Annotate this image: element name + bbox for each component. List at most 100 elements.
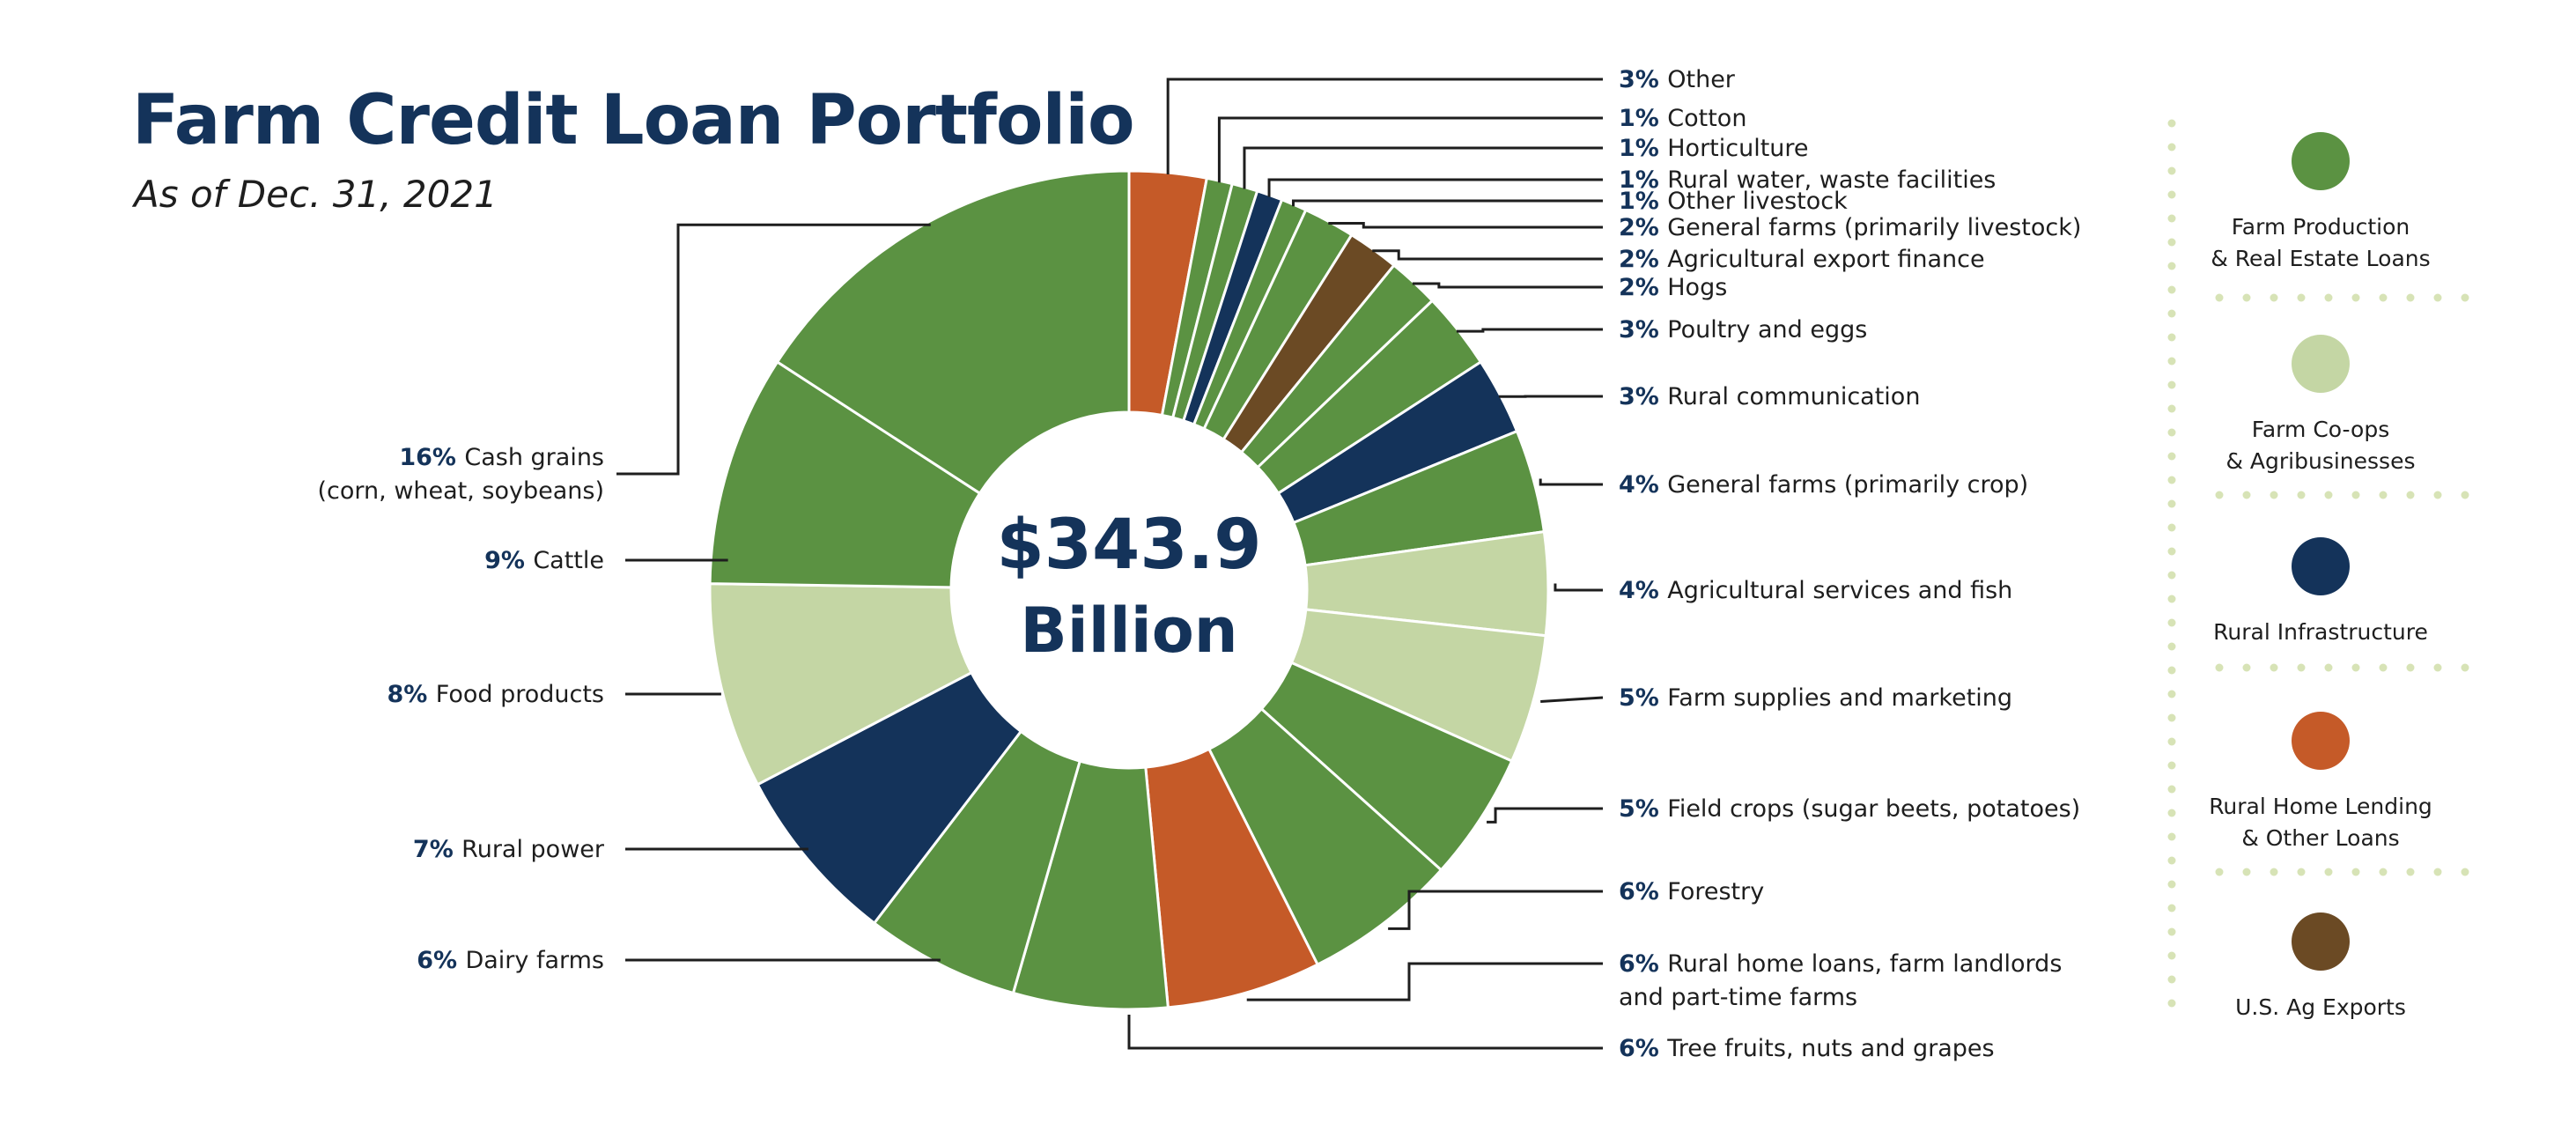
data-label-percent: 3% (1619, 383, 1667, 410)
chart-subtitle: As of Dec. 31, 2021 (134, 173, 498, 216)
leader-line (1127, 1015, 1603, 1050)
center-total-amount: $343.9 (997, 506, 1262, 585)
data-label: 1% Rural water, waste facilities (1619, 166, 1996, 194)
legend-label: U.S. Ag Exports (2235, 994, 2406, 1020)
data-label-text: Farm supplies and marketing (1667, 684, 2012, 712)
data-label: 1% Horticulture (1619, 135, 1809, 162)
data-label-percent: 16% (399, 444, 464, 471)
data-label: 5% Farm supplies and marketing (1619, 684, 2012, 712)
data-label-text: Horticulture (1667, 135, 1808, 162)
legend-swatch (2292, 912, 2350, 971)
data-label-text: Hogs (1667, 274, 1727, 301)
data-label-text: Rural home loans, farm landlords (1667, 950, 2062, 978)
data-label-percent: 2% (1619, 214, 1667, 241)
data-label-text: Food products (436, 681, 604, 708)
legend-item: Rural Home Lending & Other Loans (2166, 712, 2475, 854)
data-label: 2% Hogs (1619, 274, 1727, 301)
data-label: 2% General farms (primarily livestock) (1619, 214, 2081, 241)
legend-item: Rural Infrastructure (2166, 537, 2475, 648)
chart-title: Farm Credit Loan Portfolio (132, 81, 1135, 160)
leader-line (616, 223, 931, 476)
leader-line (1540, 696, 1604, 703)
legend-label: Rural Infrastructure (2213, 619, 2428, 645)
data-label-percent: 1% (1619, 166, 1667, 194)
data-label-percent: 1% (1619, 188, 1667, 215)
data-label-percent: 5% (1619, 684, 1667, 712)
legend-swatch (2292, 132, 2350, 190)
leader-line (1456, 328, 1603, 333)
data-label-text: Rural power (461, 836, 605, 863)
slice-cattle (708, 359, 982, 589)
data-label-text: Cattle (533, 547, 604, 574)
leader-line (1328, 221, 1603, 229)
leader-line (1412, 282, 1603, 289)
slice-cash-grains (775, 169, 1131, 496)
data-label-percent: 6% (1619, 1035, 1667, 1062)
data-label-text: and part-time farms (1619, 984, 1857, 1011)
legend-label: Farm Production & Real Estate Loans (2211, 214, 2431, 271)
leader-line (1487, 807, 1603, 824)
data-label: 6% Tree fruits, nuts and grapes (1619, 1035, 1995, 1062)
data-label: 7% Rural power (413, 836, 605, 863)
data-label-text: General farms (primarily crop) (1667, 471, 2028, 499)
data-label-text: (corn, wheat, soybeans) (318, 477, 604, 505)
data-label: 1% Other livestock (1619, 188, 1848, 215)
leader-line (1267, 178, 1603, 197)
leader-line (1539, 478, 1603, 486)
data-label: 4% Agricultural services and fish (1619, 577, 2012, 604)
legend-item: U.S. Ag Exports (2166, 912, 2475, 1023)
data-label-text: Other (1667, 66, 1736, 93)
legend-swatch (2292, 712, 2350, 770)
data-label: 1% Cotton (1619, 105, 1746, 132)
leader-line (1291, 199, 1603, 207)
data-label: 5% Field crops (sugar beets, potatoes) (1619, 795, 2080, 823)
leader-line (1243, 146, 1603, 189)
leader-line (1166, 78, 1603, 175)
data-label-percent: 9% (484, 547, 533, 574)
data-label-percent: 4% (1619, 471, 1667, 499)
data-label-text: Cash grains (464, 444, 604, 471)
data-label: 6% Forestry (1619, 878, 1764, 905)
data-label: 3% Poultry and eggs (1619, 316, 1867, 344)
data-label: 3% Rural communication (1619, 383, 1920, 410)
leader-line (1246, 962, 1603, 1001)
data-label-text: Field crops (sugar beets, potatoes) (1667, 795, 2080, 823)
data-label-text: Agricultural services and fish (1667, 577, 2012, 604)
data-label-percent: 8% (388, 681, 436, 708)
data-label: 6% Rural home loans, farm landlords and p… (1619, 950, 2062, 1011)
slice-food-products (708, 582, 974, 787)
data-label: 16% Cash grains (corn, wheat, soybeans) (318, 444, 604, 505)
data-label: 4% General farms (primarily crop) (1619, 471, 2028, 499)
data-label: 2% Agricultural export finance (1619, 246, 1985, 273)
data-label-percent: 3% (1619, 66, 1667, 93)
data-label-text: General farms (primarily livestock) (1667, 214, 2081, 241)
data-label: 8% Food products (388, 681, 605, 708)
legend-swatch (2292, 335, 2350, 393)
data-label-percent: 6% (1619, 878, 1667, 905)
data-label-percent: 4% (1619, 577, 1667, 604)
data-label-text: Rural water, waste facilities (1667, 166, 1996, 194)
legend-label: Farm Co-ops & Agribusinesses (2225, 417, 2416, 474)
data-label-percent: 1% (1619, 135, 1667, 162)
data-label-percent: 2% (1619, 274, 1667, 301)
legend-item: Farm Production & Real Estate Loans (2166, 132, 2475, 275)
data-label-percent: 3% (1619, 316, 1667, 344)
data-label-text: Rural communication (1667, 383, 1920, 410)
data-label-percent: 5% (1619, 795, 1667, 823)
data-label: 9% Cattle (484, 547, 604, 574)
data-label-text: Dairy farms (465, 947, 604, 974)
data-label-text: Tree fruits, nuts and grapes (1666, 1035, 1994, 1062)
center-total-unit: Billion (1020, 595, 1237, 667)
leader-line (1217, 116, 1603, 183)
data-label-text: Other livestock (1667, 188, 1848, 215)
data-label-text: Poultry and eggs (1667, 316, 1867, 344)
legend-label: Rural Home Lending & Other Loans (2209, 794, 2432, 851)
data-label-text: Agricultural export finance (1667, 246, 1984, 273)
data-label-percent: 1% (1619, 105, 1667, 132)
data-label: 3% Other (1619, 66, 1736, 93)
leader-line (1388, 890, 1603, 930)
data-label-text: Forestry (1667, 878, 1764, 905)
data-label-percent: 7% (413, 836, 461, 863)
legend-dot-dividers (2167, 119, 2469, 1008)
